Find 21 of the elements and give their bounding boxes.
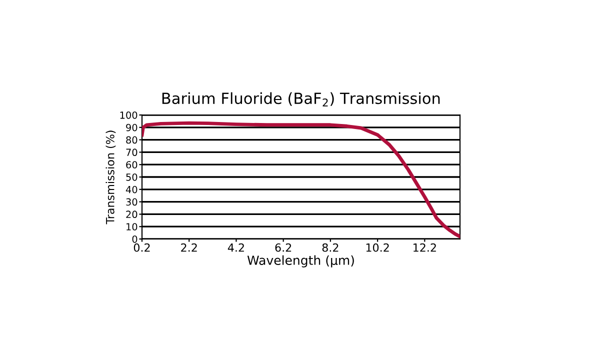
y-tick-label: 70	[126, 148, 138, 156]
x-tick-label: 12.2	[414, 243, 436, 252]
y-tick-label: 100	[120, 111, 138, 119]
y-tick-label: 30	[126, 198, 138, 206]
y-tick-label: 50	[126, 173, 138, 181]
x-tick-label: 6.2	[275, 243, 292, 252]
y-tick-label: 20	[126, 210, 138, 218]
y-axis-title: Transmission (%)	[106, 130, 116, 224]
y-tick-label: 40	[126, 186, 138, 194]
y-tick-label: 0	[132, 235, 138, 243]
x-tick-label: 8.2	[322, 243, 338, 252]
x-axis-title: Wavelength (µm)	[247, 255, 354, 268]
y-tick-label: 90	[126, 124, 138, 132]
chart-title: Barium Fluoride (BaF$_{2}$) Transmission	[162, 92, 440, 106]
y-tick-label: 10	[126, 223, 138, 230]
y-tick-label: 80	[126, 136, 138, 144]
x-tick-label: 2.2	[181, 243, 197, 252]
x-tick-label: 4.2	[228, 243, 244, 252]
x-tick-label: 10.2	[366, 243, 389, 252]
x-tick-label: 0.2	[134, 243, 150, 252]
y-tick-label: 60	[126, 161, 138, 168]
